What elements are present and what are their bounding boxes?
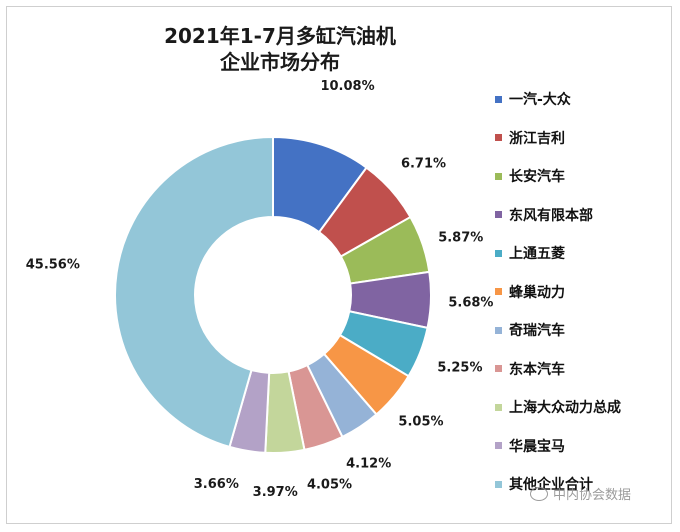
legend-item: 东风有限本部 [495,204,593,226]
legend-item: 上通五菱 [495,242,565,264]
data-label: 3.66% [194,477,239,492]
legend-swatch [495,249,502,257]
legend-swatch [495,95,502,103]
legend-label: 长安汽车 [509,169,565,185]
legend-swatch [495,403,502,411]
data-label: 6.71% [401,157,446,172]
wechat-icon [530,486,548,501]
legend-label: 上海大众动力总成 [509,400,621,416]
legend-item: 一汽-大众 [495,88,571,110]
data-label: 4.12% [346,456,391,471]
legend-swatch [495,211,502,218]
legend-swatch [495,365,502,372]
legend-swatch [495,172,502,180]
legend-item: 上海大众动力总成 [495,396,621,418]
legend-item: 长安汽车 [495,165,565,187]
watermark: 中内协会数据 [530,484,631,503]
legend-label: 其他企业合计 [509,477,593,493]
data-label: 5.68% [448,295,493,310]
legend-label: 浙江吉利 [509,130,565,147]
legend-label: 东本汽车 [509,361,565,378]
legend-label: 华晨宝马 [509,438,565,455]
data-label: 4.05% [307,477,352,492]
data-label: 5.05% [398,414,443,429]
data-label: 3.97% [253,485,298,500]
legend-swatch [495,480,502,488]
legend-label: 东风有限本部 [509,207,593,224]
data-label: 5.25% [437,360,482,375]
chart-subtitle: 企业市场分布 [220,50,340,74]
legend-label: 奇瑞汽车 [509,323,565,339]
data-label: 5.87% [438,230,483,245]
legend-item: 其他企业合计 [495,473,593,495]
legend-item: 奇瑞汽车 [495,319,565,341]
chart-title: 2021年1-7月多缸汽油机 [164,24,396,48]
legend-swatch [495,134,502,141]
pie-slice [114,135,274,449]
watermark-text: 中内协会数据 [553,488,632,503]
legend-item: 华晨宝马 [495,435,565,457]
legend-swatch [495,288,502,295]
legend-swatch [495,442,502,449]
legend-item: 浙江吉利 [495,127,565,149]
legend-label: 蜂巢动力 [509,284,565,301]
legend-item: 蜂巢动力 [495,281,565,303]
data-label: 45.56% [26,257,80,272]
legend-item: 东本汽车 [495,358,565,380]
legend-label: 上通五菱 [509,246,565,262]
data-label: 10.08% [320,79,374,94]
legend-swatch [495,326,502,334]
legend-label: 一汽-大众 [509,92,571,108]
